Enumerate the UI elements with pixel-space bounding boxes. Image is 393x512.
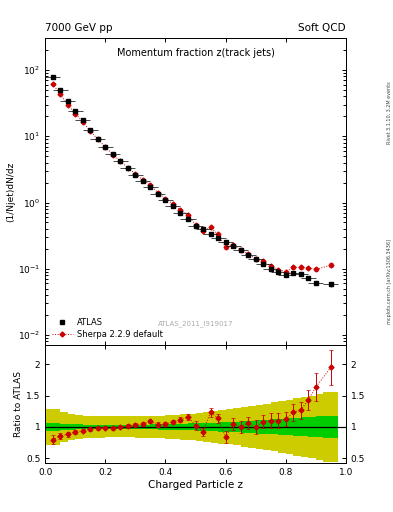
Text: 7000 GeV pp: 7000 GeV pp — [45, 23, 113, 33]
X-axis label: Charged Particle z: Charged Particle z — [148, 480, 243, 490]
Y-axis label: (1/Njet)dN/dz: (1/Njet)dN/dz — [6, 162, 15, 222]
Text: ATLAS_2011_I919017: ATLAS_2011_I919017 — [158, 320, 233, 327]
Text: Momentum fraction z(track jets): Momentum fraction z(track jets) — [117, 48, 274, 58]
Text: Soft QCD: Soft QCD — [298, 23, 346, 33]
Text: mcplots.cern.ch [arXiv:1306.3436]: mcplots.cern.ch [arXiv:1306.3436] — [387, 239, 392, 324]
Text: Rivet 3.1.10, 3.2M events: Rivet 3.1.10, 3.2M events — [387, 81, 392, 144]
Y-axis label: Ratio to ATLAS: Ratio to ATLAS — [14, 371, 23, 437]
Legend: ATLAS, Sherpa 2.2.9 default: ATLAS, Sherpa 2.2.9 default — [50, 316, 165, 341]
